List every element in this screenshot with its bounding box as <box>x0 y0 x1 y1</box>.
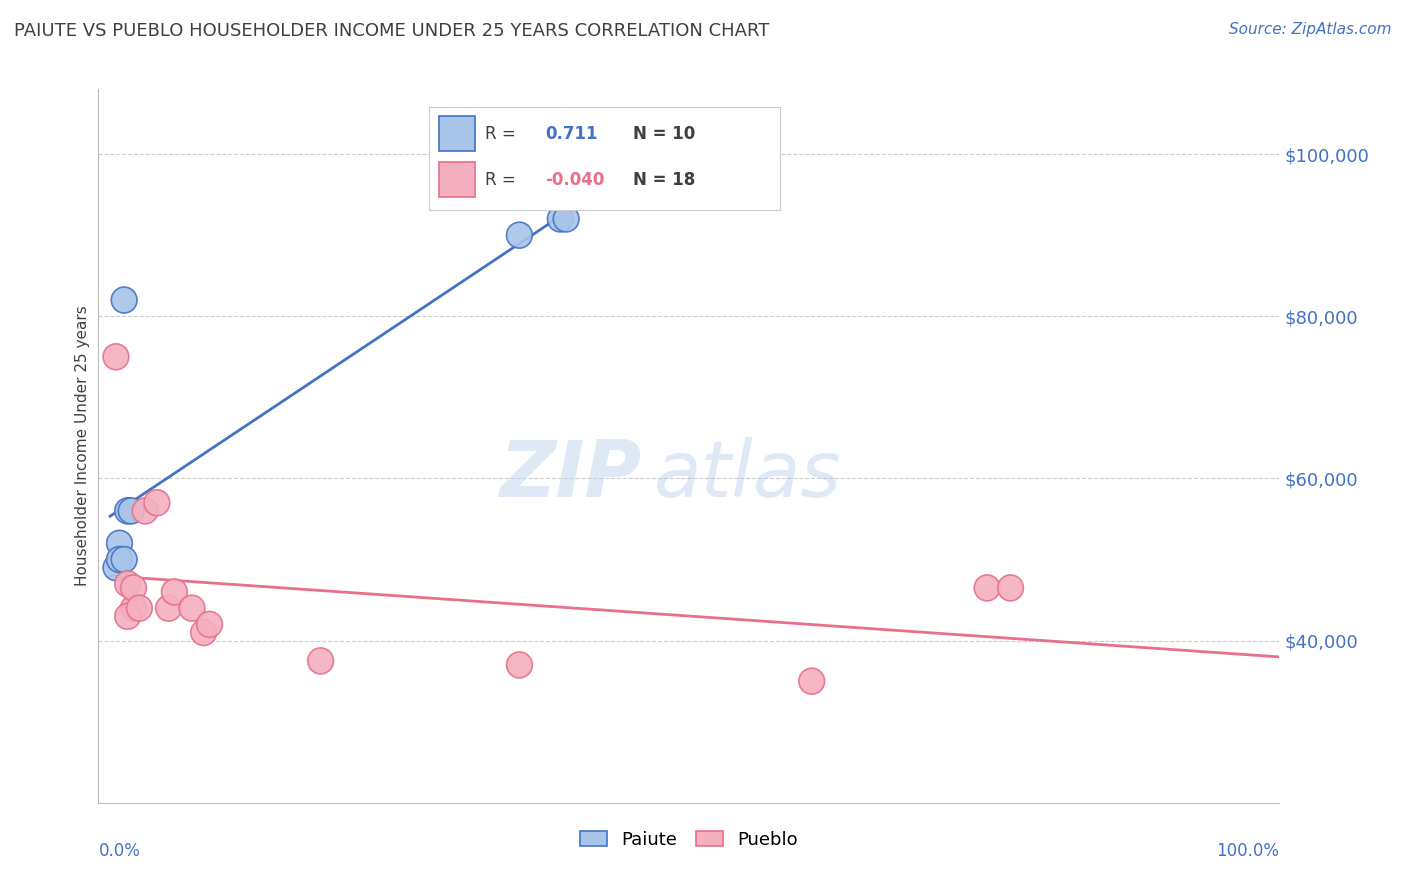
Text: PAIUTE VS PUEBLO HOUSEHOLDER INCOME UNDER 25 YEARS CORRELATION CHART: PAIUTE VS PUEBLO HOUSEHOLDER INCOME UNDE… <box>14 22 769 40</box>
Ellipse shape <box>111 287 136 313</box>
Ellipse shape <box>115 498 141 524</box>
Text: atlas: atlas <box>654 436 841 513</box>
Text: 100.0%: 100.0% <box>1216 842 1279 860</box>
Ellipse shape <box>132 498 157 524</box>
Ellipse shape <box>156 595 181 621</box>
Ellipse shape <box>308 648 333 673</box>
Ellipse shape <box>974 575 1000 601</box>
Ellipse shape <box>115 603 141 629</box>
Ellipse shape <box>127 595 152 621</box>
Ellipse shape <box>506 222 533 248</box>
Ellipse shape <box>547 206 574 232</box>
Text: R =: R = <box>485 171 516 189</box>
Text: 0.0%: 0.0% <box>98 842 141 860</box>
Bar <box>439 116 475 151</box>
Ellipse shape <box>103 343 129 370</box>
Bar <box>439 162 475 197</box>
Ellipse shape <box>179 595 205 621</box>
Legend: Paiute, Pueblo: Paiute, Pueblo <box>571 822 807 858</box>
Ellipse shape <box>121 595 146 621</box>
Ellipse shape <box>162 579 187 605</box>
Ellipse shape <box>143 490 170 516</box>
Ellipse shape <box>554 206 579 232</box>
Text: Source: ZipAtlas.com: Source: ZipAtlas.com <box>1229 22 1392 37</box>
Ellipse shape <box>998 575 1024 601</box>
Text: N = 18: N = 18 <box>633 171 695 189</box>
Ellipse shape <box>107 547 132 573</box>
Text: ZIP: ZIP <box>499 436 641 513</box>
Ellipse shape <box>107 531 132 557</box>
Text: R =: R = <box>485 125 516 143</box>
Ellipse shape <box>103 555 129 581</box>
Text: N = 10: N = 10 <box>633 125 695 143</box>
Ellipse shape <box>121 575 146 601</box>
Ellipse shape <box>191 620 217 646</box>
Ellipse shape <box>506 652 533 678</box>
Ellipse shape <box>115 571 141 597</box>
Ellipse shape <box>799 668 824 694</box>
Text: 0.711: 0.711 <box>544 125 598 143</box>
Ellipse shape <box>118 498 143 524</box>
Text: -0.040: -0.040 <box>544 171 605 189</box>
Y-axis label: Householder Income Under 25 years: Householder Income Under 25 years <box>75 306 90 586</box>
Ellipse shape <box>197 611 222 638</box>
Ellipse shape <box>111 547 136 573</box>
